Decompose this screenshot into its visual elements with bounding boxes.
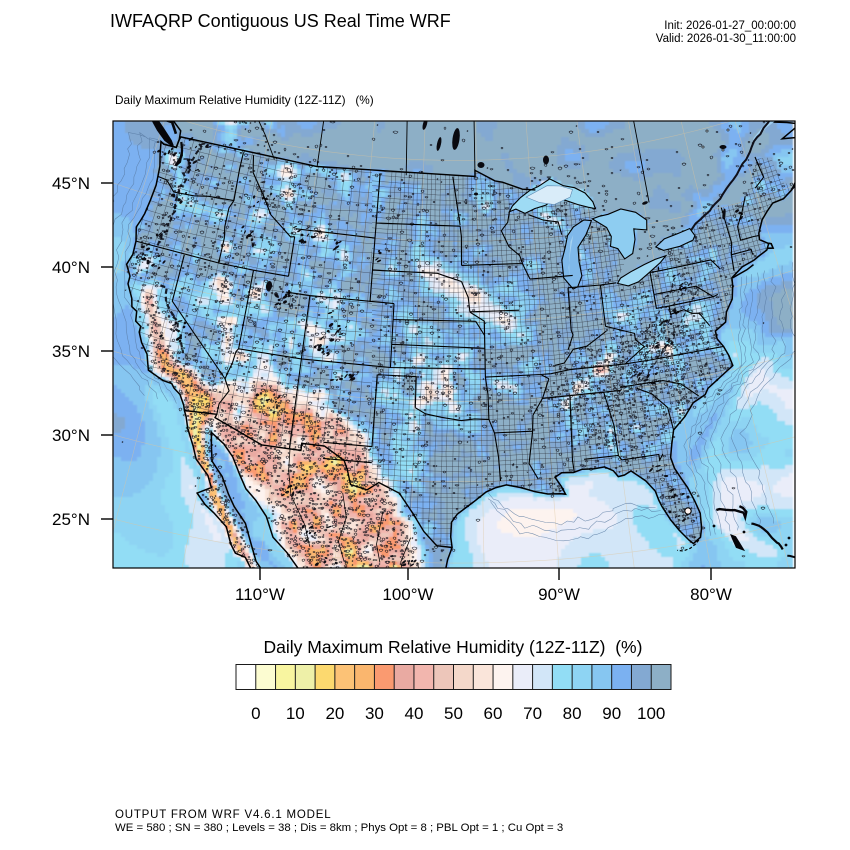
svg-text:30: 30 — [365, 704, 384, 723]
svg-text:80°W: 80°W — [690, 585, 732, 604]
svg-text:Init: 2026-01-27_00:00:00: Init: 2026-01-27_00:00:00 — [664, 20, 796, 32]
svg-text:25°N: 25°N — [52, 510, 90, 529]
svg-text:20: 20 — [325, 704, 344, 723]
svg-text:WE = 580 ; SN = 380 ; Levels =: WE = 580 ; SN = 380 ; Levels = 38 ; Dis … — [115, 822, 563, 834]
svg-text:100°W: 100°W — [382, 585, 433, 604]
svg-text:60: 60 — [484, 704, 503, 723]
svg-text:10: 10 — [286, 704, 305, 723]
svg-text:0: 0 — [251, 704, 260, 723]
svg-text:Daily Maximum Relative Humidit: Daily Maximum Relative Humidity (12Z-11Z… — [115, 93, 374, 107]
svg-text:30°N: 30°N — [52, 426, 90, 445]
svg-text:40°N: 40°N — [52, 258, 90, 277]
svg-text:110°W: 110°W — [235, 585, 285, 604]
svg-text:35°N: 35°N — [52, 342, 90, 361]
svg-text:IWFAQRP Contiguous US Real Tim: IWFAQRP Contiguous US Real Time WRF — [110, 11, 451, 31]
svg-text:70: 70 — [523, 704, 542, 723]
svg-text:50: 50 — [444, 704, 463, 723]
svg-text:40: 40 — [405, 704, 424, 723]
svg-text:80: 80 — [563, 704, 582, 723]
svg-text:Daily Maximum Relative Humidit: Daily Maximum Relative Humidity (12Z-11Z… — [264, 637, 643, 657]
svg-text:45°N: 45°N — [52, 174, 90, 193]
svg-text:90: 90 — [602, 704, 621, 723]
svg-text:OUTPUT FROM WRF V4.6.1 MODEL: OUTPUT FROM WRF V4.6.1 MODEL — [115, 809, 331, 821]
svg-text:100: 100 — [637, 704, 665, 723]
svg-text:90°W: 90°W — [538, 585, 580, 604]
svg-text:Valid: 2026-01-30_11:00:00: Valid: 2026-01-30_11:00:00 — [656, 33, 796, 45]
